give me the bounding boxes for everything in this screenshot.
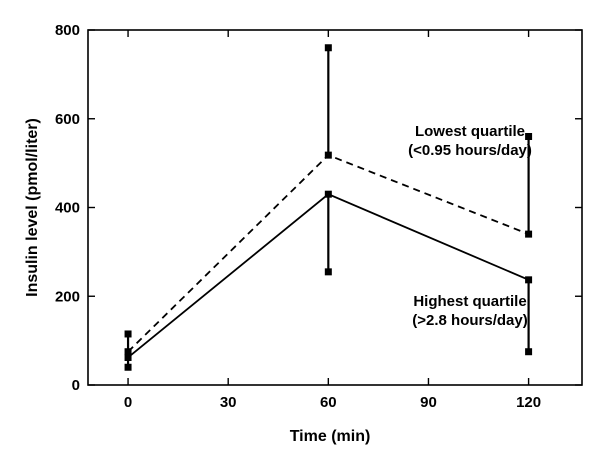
error-cap <box>525 348 533 356</box>
x-tick-label: 0 <box>124 394 132 411</box>
data-point <box>324 190 332 198</box>
data-point <box>124 348 132 356</box>
error-cap <box>124 363 132 371</box>
series-annotation-1: (<0.95 hours/day) <box>408 142 532 159</box>
data-point <box>525 230 533 238</box>
annotations-layer: Lowest quartile (<0.95 hours/day) Highest … <box>408 123 532 329</box>
error-cap <box>525 133 533 140</box>
y-tick-label: 800 <box>55 22 80 39</box>
y-tick-label: 200 <box>55 288 80 305</box>
y-tick-label: 400 <box>55 200 80 217</box>
data-point <box>324 151 332 159</box>
axes: 0 200 400 600 800 0 30 60 90 120 Time (min) Insulin… <box>24 22 583 445</box>
y-axis-label: Insulin level (pmol/liter) <box>24 118 41 297</box>
x-tick-label: 60 <box>320 394 337 411</box>
x-axis-label: Time (min) <box>290 428 371 445</box>
error-cap <box>124 330 132 338</box>
data-point <box>525 276 533 284</box>
data-point <box>124 353 132 361</box>
error-cap <box>324 268 332 276</box>
series-annotation-1: Lowest quartile <box>415 123 525 140</box>
plot-frame <box>87 29 583 386</box>
y-tick-label: 0 <box>72 377 80 394</box>
x-tick-label: 120 <box>516 394 541 411</box>
x-tick-label: 30 <box>220 394 237 411</box>
series-annotation-2: (>2.8 hours/day) <box>412 312 527 329</box>
y-tick-label: 600 <box>55 111 80 128</box>
series-layer <box>124 44 533 371</box>
error-cap <box>324 44 332 52</box>
series-annotation-2: Highest quartile <box>413 293 526 310</box>
x-tick-label: 90 <box>420 394 437 411</box>
